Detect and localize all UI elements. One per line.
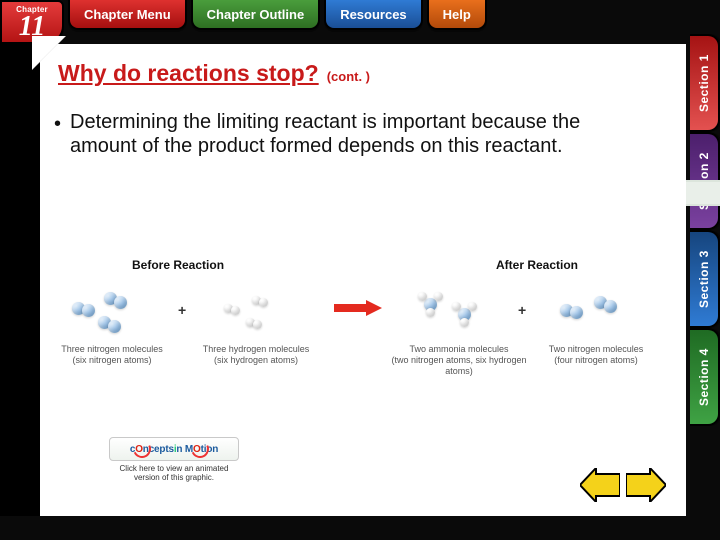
reaction-diagram: Before Reaction After Reaction + (66, 258, 666, 428)
title-cont: (cont. ) (327, 69, 370, 84)
top-bar: Chapter 11 Chapter Menu Chapter Outline … (0, 0, 720, 44)
next-button[interactable] (626, 468, 666, 502)
label-after: After Reaction (496, 258, 578, 272)
left-black-bar (0, 44, 40, 516)
cap-1: Three nitrogen molecules(six nitrogen at… (52, 344, 172, 366)
prev-button[interactable] (580, 468, 620, 502)
tab-chapter-outline[interactable]: Chapter Outline (191, 0, 321, 30)
nav-arrows (580, 468, 666, 502)
side-section-1[interactable]: Section 1 (690, 34, 720, 132)
bullet-dot: • (54, 112, 61, 136)
tab-help[interactable]: Help (427, 0, 487, 30)
page-title: Why do reactions stop? (cont. ) (58, 60, 370, 87)
menu-tabs: Chapter Menu Chapter Outline Resources H… (68, 0, 487, 30)
side-tabs: Section 1 Section 2 Section 3 Section 4 (690, 34, 720, 426)
cim-logo: cOncepts in MOtion (109, 437, 239, 461)
chapter-number: 11 (19, 15, 45, 39)
reaction-arrow-icon (334, 300, 380, 314)
plus-1: + (178, 302, 186, 318)
slide-frame: Chapter 11 Chapter Menu Chapter Outline … (0, 0, 720, 540)
title-text: Why do reactions stop? (58, 60, 319, 87)
page-content: Why do reactions stop? (cont. ) • Determ… (40, 44, 686, 516)
cim-caption: Click here to view an animatedversion of… (94, 464, 254, 482)
side-section-4[interactable]: Section 4 (690, 328, 720, 426)
side-section-3[interactable]: Section 3 (690, 230, 720, 328)
mol-h2-group (216, 286, 306, 338)
plus-2: + (518, 302, 526, 318)
tab-resources[interactable]: Resources (324, 0, 422, 30)
label-before: Before Reaction (132, 258, 224, 272)
cap-3: Two ammonia molecules(two nitrogen atoms… (384, 344, 534, 377)
mol-n2-remain (560, 286, 640, 338)
mol-nh3-group (414, 282, 504, 338)
mol-n2-group (72, 286, 162, 338)
concepts-in-motion[interactable]: cOncepts in MOtion Click here to view an… (94, 437, 254, 482)
cim-o-icon: O (135, 444, 143, 455)
arrow-poly (334, 300, 382, 316)
cap-4: Two nitrogen molecules(four nitrogen ato… (536, 344, 656, 366)
bullet-text: • Determining the limiting reactant is i… (70, 110, 630, 159)
cim-o-icon: O (193, 444, 201, 455)
tab-chapter-menu[interactable]: Chapter Menu (68, 0, 187, 30)
cap-2: Three hydrogen molecules(six hydrogen at… (196, 344, 316, 366)
